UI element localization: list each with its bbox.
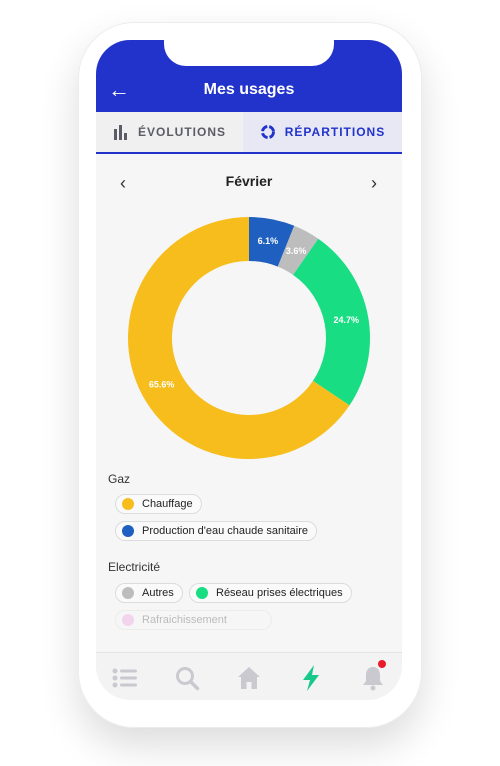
- legend-dot: [122, 525, 134, 537]
- nav-notifications-button[interactable]: [358, 660, 388, 693]
- tab-evolutions[interactable]: ÉVOLUTIONS: [96, 112, 243, 152]
- donut-chart-icon: [260, 125, 275, 139]
- home-icon: [238, 667, 260, 689]
- bolt-icon: [303, 665, 319, 691]
- nav-search-button[interactable]: [172, 663, 202, 693]
- legend-chip-label: Production d'eau chaude sanitaire: [142, 525, 308, 537]
- phone-notch: [164, 40, 334, 66]
- tab-repartitions[interactable]: RÉPARTITIONS: [243, 112, 402, 152]
- tab-evolutions-label: ÉVOLUTIONS: [137, 125, 226, 139]
- legend-dot: [122, 614, 134, 626]
- nav-home-button[interactable]: [234, 663, 264, 693]
- legend-dot: [196, 587, 208, 599]
- chevron-left-icon[interactable]: ‹: [120, 173, 126, 193]
- legend-chip-autres[interactable]: Autres: [115, 583, 183, 603]
- donut-chart: 6.1% 3.6% 24.7% 65.6%: [127, 217, 370, 459]
- legend-chip-label: Chauffage: [142, 498, 193, 510]
- app-screen: ← Mes usages ÉVOLUTIONS RÉPARTITIONS ‹ F…: [96, 40, 402, 700]
- list-icon: [112, 668, 137, 688]
- bell-icon: [363, 667, 383, 691]
- page-title: Mes usages: [203, 81, 295, 98]
- month-label: Février: [225, 173, 273, 189]
- back-arrow-icon[interactable]: ←: [108, 77, 130, 102]
- donut-slice-0[interactable]: [249, 217, 295, 267]
- nav-energy-button[interactable]: [296, 663, 326, 693]
- donut-slice-label-0: 6.1%: [258, 236, 279, 246]
- donut-slice-label-2: 24.7%: [334, 315, 360, 325]
- bar-chart-icon: [113, 125, 127, 140]
- legend-chip-reseau-prises[interactable]: Réseau prises électriques: [189, 583, 352, 603]
- chevron-right-icon[interactable]: ›: [371, 173, 377, 193]
- notification-badge: [378, 660, 386, 668]
- search-icon: [176, 667, 200, 691]
- bottom-navigation: [96, 652, 402, 700]
- legend-dot: [122, 498, 134, 510]
- app-header: ← Mes usages: [96, 40, 402, 112]
- tab-repartitions-label: RÉPARTITIONS: [284, 125, 386, 139]
- legend-electricite-title: Electricité: [108, 560, 161, 574]
- tab-bar: ÉVOLUTIONS RÉPARTITIONS: [96, 112, 402, 154]
- legend-chip-eau-chaude[interactable]: Production d'eau chaude sanitaire: [115, 521, 317, 541]
- donut-slice-3[interactable]: [127, 217, 350, 459]
- donut-slice-label-1: 3.6%: [286, 246, 307, 256]
- donut-slice-label-3: 65.6%: [149, 380, 175, 390]
- legend-gaz-title: Gaz: [108, 472, 131, 486]
- legend-chip-rafraichissement[interactable]: Rafraichissement: [115, 610, 272, 630]
- donut-slice-2[interactable]: [293, 238, 370, 406]
- legend-dot: [122, 587, 134, 599]
- legend-chip-label: Rafraichissement: [142, 614, 227, 626]
- nav-list-button[interactable]: [110, 663, 140, 693]
- month-selector: ‹ Février ›: [96, 168, 402, 198]
- legend-chip-label: Autres: [142, 587, 174, 599]
- legend-chip-label: Réseau prises électriques: [216, 587, 343, 599]
- donut-slice-1[interactable]: [277, 225, 319, 275]
- legend-chip-chauffage[interactable]: Chauffage: [115, 494, 202, 514]
